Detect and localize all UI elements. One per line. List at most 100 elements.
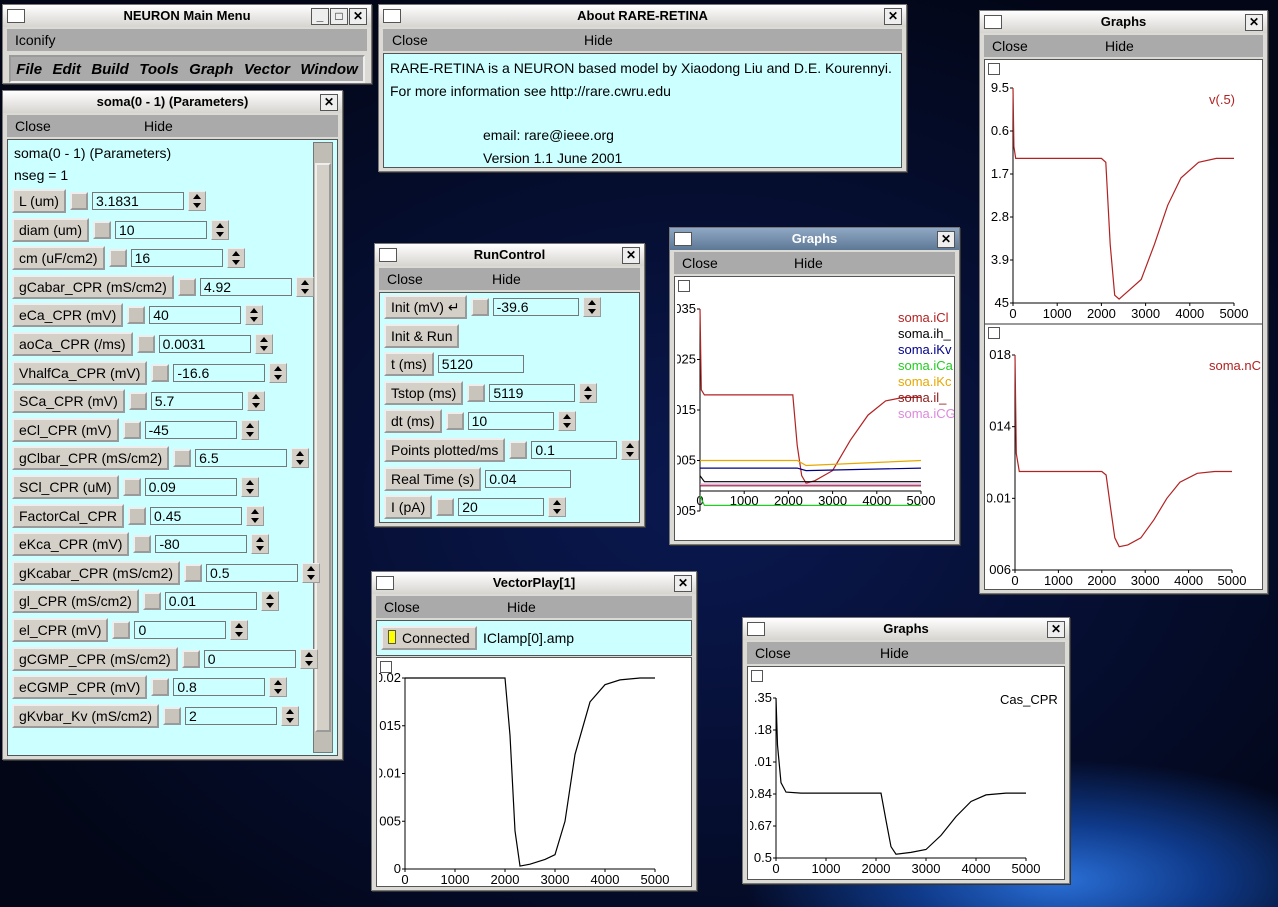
parameter-button[interactable]: gKvbar_Kv (mS/cm2) <box>12 703 160 728</box>
parameter-checkbox[interactable] <box>163 706 182 725</box>
parameter-button[interactable]: VhalfCa_CPR (mV) <box>12 360 148 385</box>
parameter-checkbox[interactable] <box>122 420 141 439</box>
parameter-field[interactable]: 0.0031 <box>158 335 251 353</box>
minimize-button[interactable]: _ <box>311 8 329 25</box>
control-field[interactable]: 10 <box>467 412 554 431</box>
control-spinner[interactable] <box>579 382 598 403</box>
parameter-field[interactable]: 40 <box>149 306 242 325</box>
scroll-thumb[interactable] <box>315 163 331 732</box>
close-button[interactable]: ✕ <box>1047 621 1065 638</box>
parameter-button[interactable]: FactorCal_CPR <box>12 503 125 528</box>
control-field[interactable]: -39.6 <box>492 298 579 316</box>
parameter-field[interactable]: 6.5 <box>195 449 288 468</box>
parameter-field[interactable]: 0.01 <box>164 592 257 611</box>
parameter-spinner[interactable] <box>281 705 300 726</box>
parameter-button[interactable]: aoCa_CPR (/ms) <box>12 332 133 356</box>
close-menu[interactable]: Close <box>682 255 718 271</box>
close-button[interactable]: ✕ <box>674 575 692 592</box>
menu-item[interactable]: Build <box>91 60 129 78</box>
parameter-spinner[interactable] <box>302 562 321 583</box>
hide-menu[interactable]: Hide <box>144 118 173 134</box>
hide-menu[interactable]: Hide <box>507 599 536 615</box>
control-button[interactable]: dt (ms) <box>384 409 442 434</box>
parameter-button[interactable]: gCGMP_CPR (mS/cm2) <box>12 646 178 671</box>
parameter-spinner[interactable] <box>240 477 259 497</box>
parameter-button[interactable]: diam (um) <box>12 217 90 242</box>
parameter-field[interactable]: 10 <box>115 220 208 239</box>
parameter-button[interactable]: gKcabar_CPR (mS/cm2) <box>12 560 181 585</box>
parameter-checkbox[interactable] <box>142 592 161 611</box>
parameter-field[interactable]: 0.8 <box>173 678 266 697</box>
close-menu[interactable]: Close <box>15 118 51 134</box>
graph-checkbox[interactable] <box>751 670 763 682</box>
connected-button[interactable]: Connected <box>381 626 477 650</box>
parameter-checkbox[interactable] <box>151 363 170 382</box>
parameter-checkbox[interactable] <box>69 192 88 210</box>
control-spinner[interactable] <box>557 411 576 432</box>
close-button[interactable]: ✕ <box>884 8 902 25</box>
parameter-field[interactable]: 2 <box>185 706 278 725</box>
window-icon[interactable] <box>7 9 25 23</box>
graph-checkbox[interactable] <box>678 280 690 292</box>
control-button[interactable]: t (ms) <box>384 352 434 377</box>
menu-item[interactable]: Graph <box>189 60 234 78</box>
parameter-checkbox[interactable] <box>128 506 147 525</box>
parameter-button[interactable]: gClbar_CPR (mS/cm2) <box>12 446 170 471</box>
window-icon[interactable] <box>379 248 397 262</box>
maximize-button[interactable]: □ <box>330 8 348 25</box>
hide-menu[interactable]: Hide <box>880 645 909 661</box>
parameter-button[interactable]: gCabar_CPR (mS/cm2) <box>12 274 174 299</box>
parameter-checkbox[interactable] <box>128 392 147 411</box>
graph-checkbox[interactable] <box>988 63 1000 75</box>
parameter-checkbox[interactable] <box>184 563 203 582</box>
close-menu[interactable]: Close <box>392 32 428 48</box>
control-field[interactable]: 0.04 <box>485 469 572 488</box>
parameter-spinner[interactable] <box>230 620 249 640</box>
parameter-checkbox[interactable] <box>122 478 141 496</box>
parameter-button[interactable]: eKca_CPR (mV) <box>12 532 130 557</box>
parameter-spinner[interactable] <box>246 505 265 526</box>
parameter-checkbox[interactable] <box>127 306 146 325</box>
control-field[interactable]: 5119 <box>489 383 576 402</box>
parameter-button[interactable]: cm (uF/cm2) <box>12 246 105 271</box>
window-icon[interactable] <box>376 576 394 590</box>
control-checkbox[interactable] <box>467 383 486 402</box>
parameter-checkbox[interactable] <box>112 621 131 639</box>
control-field[interactable]: 20 <box>458 498 545 517</box>
parameter-spinner[interactable] <box>260 591 279 612</box>
menu-item[interactable]: Tools <box>139 60 179 78</box>
parameter-checkbox[interactable] <box>93 220 112 239</box>
parameter-spinner[interactable] <box>240 419 259 440</box>
parameter-field[interactable]: 0.45 <box>150 506 243 525</box>
parameter-checkbox[interactable] <box>108 249 127 268</box>
parameter-spinner[interactable] <box>254 334 273 354</box>
menu-item[interactable]: Edit <box>52 60 81 78</box>
parameter-field[interactable]: 0.5 <box>206 563 299 582</box>
parameter-checkbox[interactable] <box>136 335 155 353</box>
parameter-button[interactable]: eCl_CPR (mV) <box>12 417 119 442</box>
parameter-button[interactable]: eCGMP_CPR (mV) <box>12 675 148 700</box>
parameter-spinner[interactable] <box>226 248 245 269</box>
parameter-button[interactable]: SCa_CPR (mV) <box>12 389 125 414</box>
graph-checkbox[interactable] <box>988 327 1000 339</box>
control-button[interactable]: I (pA) <box>384 495 433 520</box>
parameter-button[interactable]: SCl_CPR (uM) <box>12 475 119 499</box>
parameter-spinner[interactable] <box>299 648 318 669</box>
close-button[interactable]: ✕ <box>937 231 955 248</box>
close-menu[interactable]: Close <box>992 38 1028 54</box>
control-button[interactable]: Init (mV) ↵ <box>384 295 467 319</box>
control-button[interactable]: Points plotted/ms <box>384 438 506 462</box>
parameter-field[interactable]: 3.1831 <box>91 192 184 210</box>
parameter-field[interactable]: -80 <box>155 535 248 554</box>
close-menu[interactable]: Close <box>755 645 791 661</box>
parameter-spinner[interactable] <box>187 191 206 211</box>
menu-item[interactable]: Window <box>300 60 358 78</box>
control-checkbox[interactable] <box>436 498 455 517</box>
parameter-checkbox[interactable] <box>173 449 192 468</box>
hide-menu[interactable]: Hide <box>584 32 613 48</box>
control-checkbox[interactable] <box>470 298 489 316</box>
parameter-field[interactable]: 16 <box>130 249 223 268</box>
parameter-spinner[interactable] <box>246 391 265 412</box>
close-button[interactable]: ✕ <box>622 247 640 264</box>
parameter-field[interactable]: 4.92 <box>199 277 292 296</box>
